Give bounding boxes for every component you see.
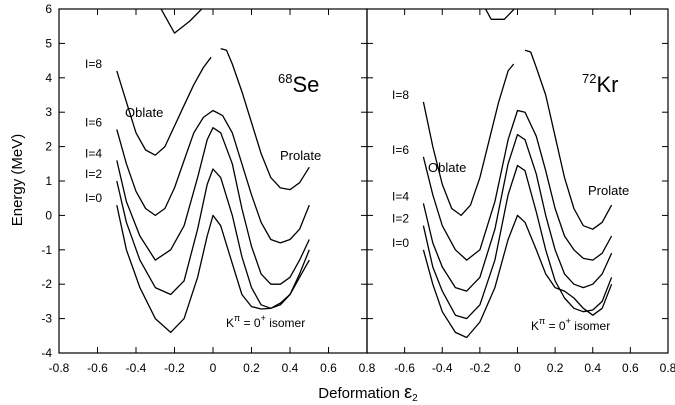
x-tick-label: -0.6: [394, 361, 415, 375]
y-tick-label: 5: [45, 36, 52, 50]
isomer-k: K: [531, 319, 539, 333]
energy-curve-i6: [422, 109, 613, 261]
y-tick-label: 1: [45, 174, 52, 188]
nucleus-mass: 72: [582, 71, 596, 86]
spin-label: I=6: [85, 115, 102, 129]
nucleus-label: 72Kr: [582, 71, 618, 97]
x-tick-label: -0.4: [126, 361, 147, 375]
isomer-eq: = 0: [545, 319, 566, 333]
x-tick-label: 0.2: [547, 361, 564, 375]
panel-frame-1: [366, 8, 669, 354]
isomer-eq: = 0: [240, 316, 261, 330]
energy-curve-i8: [220, 47, 310, 191]
x-tick-label: 0.2: [243, 361, 260, 375]
x-tick-label: -0.8: [49, 361, 70, 375]
spin-label: I=8: [392, 88, 409, 102]
energy-curve-i8: [422, 63, 515, 217]
isomer-label: Kπ = 0+ isomer: [226, 313, 305, 330]
nucleus-symbol: Kr: [596, 72, 618, 97]
x-tick-label: 0.4: [282, 361, 299, 375]
y-tick-label: 6: [45, 2, 52, 16]
isomer-k: K: [226, 316, 234, 330]
isomer-plus: +: [566, 316, 571, 326]
spin-label: I=4: [85, 146, 102, 160]
spin-label: I=2: [392, 212, 409, 226]
y-tick-label: -3: [41, 312, 52, 326]
x-tick-label: 0.6: [622, 361, 639, 375]
y-axis-label: Energy (MeV): [9, 134, 26, 227]
energy-curve-upper: [160, 9, 203, 34]
isomer-plus: +: [261, 313, 266, 323]
prolate-label: Prolate: [588, 183, 629, 198]
x-tick-label: 0: [210, 361, 217, 375]
spin-label: I=4: [392, 189, 409, 203]
energy-curve-i8: [116, 56, 212, 156]
x-tick-label: 0.8: [359, 361, 376, 375]
energy-curve-i4: [116, 127, 310, 285]
y-tick-label: 3: [45, 105, 52, 119]
isomer-pi: π: [539, 316, 545, 326]
spin-label: I=0: [392, 236, 409, 250]
energy-curve-i0: [422, 214, 613, 339]
x-axis-label: Deformation ε2: [318, 382, 418, 404]
isomer-label: Kπ = 0+ isomer: [531, 316, 610, 333]
nucleus-symbol: Se: [292, 72, 319, 97]
x-tick-label: 0.6: [320, 361, 337, 375]
x-tick-label: -0.4: [432, 361, 453, 375]
oblate-label: Oblate: [428, 160, 466, 175]
y-tick-label: -1: [41, 243, 52, 257]
x-tick-label: -0.2: [164, 361, 185, 375]
x-tick-label: -0.2: [470, 361, 491, 375]
isomer-word: isomer: [571, 319, 610, 333]
x-tick-label: -0.6: [87, 361, 108, 375]
panel-68se: I=0 I=2 I=4 I=6 I=8 68Se Oblate Prolate Kπ = 0+ …: [85, 9, 321, 334]
energy-curve-i6: [116, 109, 310, 244]
isomer-pi: π: [234, 313, 240, 323]
nucleus-label: 68Se: [278, 71, 319, 97]
energy-curve-i2: [116, 168, 310, 309]
y-tick-label: -4: [41, 346, 52, 360]
energy-curve-i0: [116, 204, 310, 334]
x-tick-label: 0.4: [584, 361, 601, 375]
energy-curve-i4: [422, 133, 613, 292]
y-tick-label: 4: [45, 71, 52, 85]
isomer-word: isomer: [266, 316, 305, 330]
oblate-label: Oblate: [125, 105, 163, 120]
panel-frame-0: [58, 8, 368, 354]
spin-label: I=8: [85, 57, 102, 71]
prolate-label: Prolate: [280, 148, 321, 163]
x-tick-label: 0: [514, 361, 521, 375]
epsilon-symbol: ε: [404, 382, 412, 402]
y-tick-label: 2: [45, 140, 52, 154]
x-tick-label: 0.8: [660, 361, 675, 375]
spin-label: I=2: [85, 167, 102, 181]
y-tick-label: 0: [45, 208, 52, 222]
axes: -4 -3 -2 -1 0 1 2 3 4 5 6 -0.8 -0.6 -0.4 -0.2 0 0.2 0.4 0.…: [41, 2, 675, 375]
spin-label: I=0: [85, 191, 102, 205]
spin-label: I=6: [392, 143, 409, 157]
nucleus-mass: 68: [278, 71, 292, 86]
energy-curve-i2: [422, 164, 613, 320]
energy-curve-i8: [524, 49, 613, 230]
y-tick-label: -2: [41, 277, 52, 291]
panel-72kr: I=0 I=2 I=4 I=6 I=8 72Kr Oblate Prolate Kπ = 0+ …: [392, 9, 629, 339]
energy-curve-upper: [484, 9, 516, 20]
